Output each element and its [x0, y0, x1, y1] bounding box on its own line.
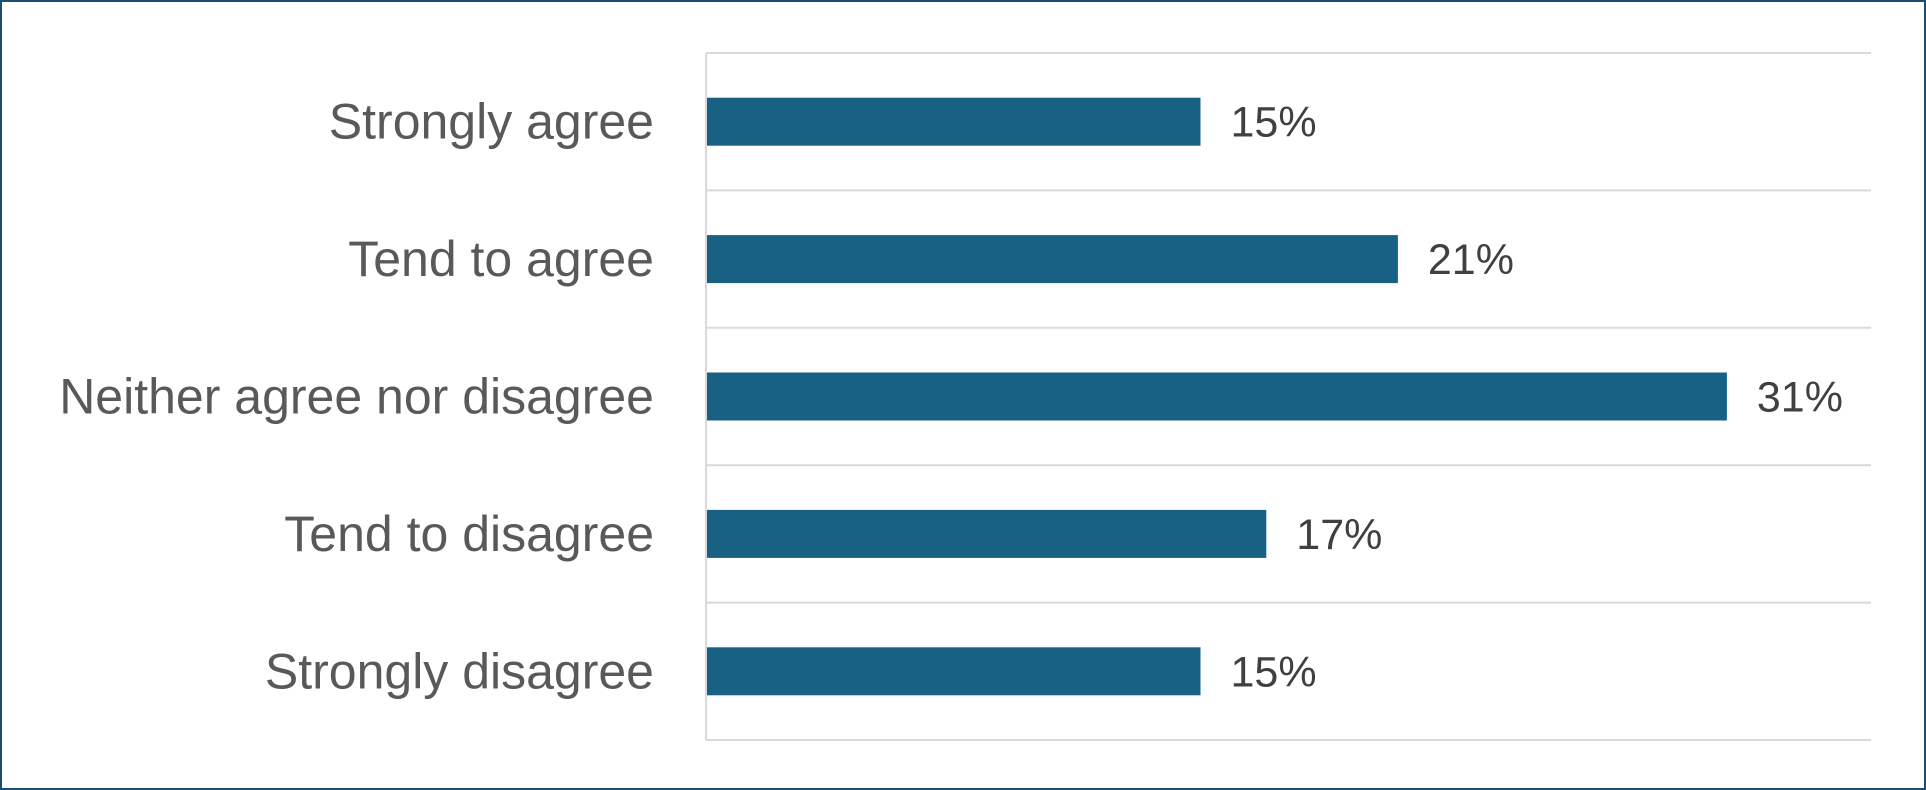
data-label: 31%: [1757, 374, 1843, 422]
gridlines: [705, 52, 1871, 741]
data-label: 15%: [1231, 99, 1317, 147]
bar: [707, 509, 1267, 558]
bars: [707, 97, 1727, 696]
data-label: 15%: [1231, 648, 1317, 696]
category-label: Strongly disagree: [265, 643, 654, 699]
category-label: Tend to agree: [348, 231, 654, 287]
category-label: Neither agree nor disagree: [59, 369, 654, 425]
category-label: Strongly agree: [329, 94, 654, 150]
bar: [707, 372, 1727, 421]
category-labels: Strongly agree Tend to agree Neither agree…: [59, 94, 654, 700]
value-labels: 15% 21% 31% 17% 15%: [1231, 99, 1843, 697]
bar: [707, 235, 1398, 284]
category-label: Tend to disagree: [284, 506, 654, 562]
data-label: 21%: [1428, 236, 1514, 284]
data-label: 17%: [1296, 511, 1382, 559]
bar: [707, 647, 1201, 696]
bar: [707, 97, 1201, 146]
